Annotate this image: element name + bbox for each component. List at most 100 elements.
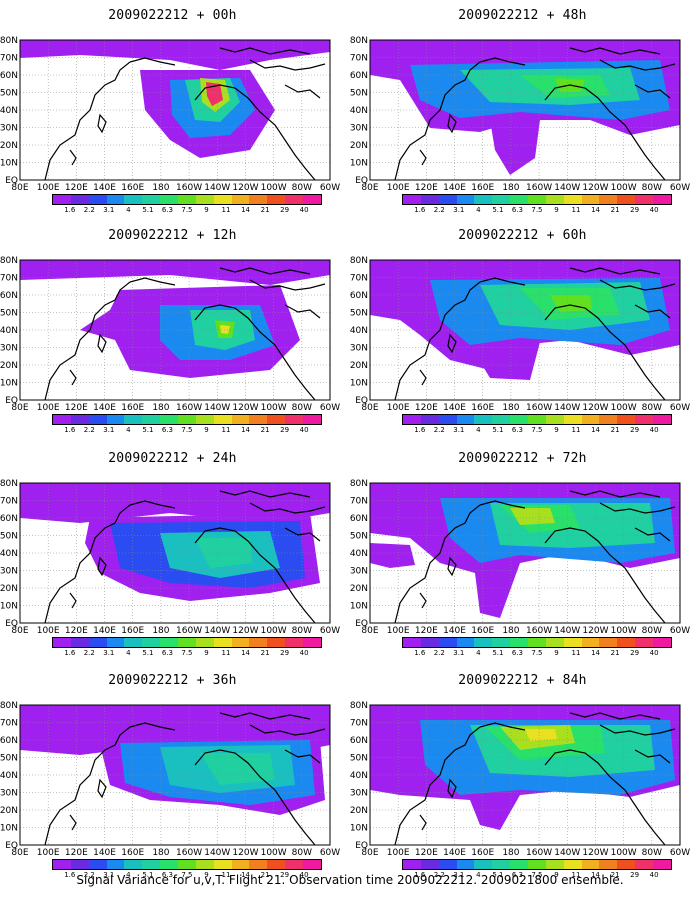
colorbar-swatch	[617, 195, 636, 204]
lon-tick-label: 80W	[292, 183, 312, 192]
coastline	[97, 556, 107, 577]
variance-contour-fill	[370, 543, 415, 568]
colorbar-swatch	[438, 860, 457, 869]
lon-tick-label: 120W	[582, 403, 608, 412]
lon-tick-label: 180	[152, 626, 169, 635]
lon-tick-label: 60W	[320, 403, 340, 412]
colorbar-label: 5.1	[492, 206, 504, 214]
colorbar-label: 5.1	[142, 871, 154, 879]
coastline	[284, 749, 321, 764]
colorbar-label: 7.5	[531, 871, 543, 879]
variance-contour-fill	[490, 120, 540, 175]
variance-contour-fill	[20, 260, 330, 285]
map-panel: 2009022212 + 36h 80N 70N 60N 50N 40N 30N 20N 10N…	[0, 665, 345, 885]
colorbar-swatch	[160, 415, 179, 424]
colorbar-swatch	[53, 415, 71, 424]
colorbar-label: 29	[280, 649, 290, 657]
colorbar-swatch	[124, 195, 143, 204]
colorbar-label: 7.5	[531, 649, 543, 657]
colorbar-label: 5.1	[492, 426, 504, 434]
lat-tick-label: 80N	[350, 701, 368, 711]
colorbar-swatch	[213, 415, 232, 424]
colorbar-label: 14	[241, 206, 250, 214]
map-panel: 2009022212 + 84h 80N 70N 60N 50N 40N 30N 20N 10N…	[350, 665, 695, 885]
colorbar-swatch	[160, 638, 179, 647]
lon-tick-label: 140E	[93, 848, 116, 857]
colorbar-swatch	[653, 415, 671, 424]
colorbar-label: 6.3	[511, 871, 523, 879]
colorbar-swatch	[545, 415, 564, 424]
colorbar-label: 2.2	[83, 649, 95, 657]
colorbar-swatch	[195, 415, 214, 424]
colorbar-label: 21	[610, 426, 620, 434]
colorbar-label: 1.6	[414, 871, 426, 879]
colorbar-swatch	[456, 638, 475, 647]
lon-tick-label: 100W	[261, 626, 287, 635]
lon-tick-label: 100E	[37, 183, 60, 192]
colorbar-label: 3.1	[103, 206, 115, 214]
lat-tick-label: 60N	[350, 736, 368, 746]
lon-tick-label: 60W	[320, 626, 340, 635]
lat-tick-label: EQ	[5, 396, 18, 406]
coastline	[569, 490, 661, 498]
coastline	[219, 267, 311, 275]
colorbar-label: 3.1	[103, 649, 115, 657]
colorbar-label: 14	[591, 426, 600, 434]
colorbar-swatch	[456, 860, 475, 869]
lon-tick-label: 160E	[121, 403, 144, 412]
variance-contour-fill	[470, 342, 540, 380]
colorbar-swatch	[545, 195, 564, 204]
panel-title: 2009022212 + 00h	[108, 8, 237, 23]
colorbar-swatch	[510, 415, 529, 424]
lat-tick-label: 70N	[0, 54, 18, 64]
colorbar-swatch	[474, 195, 493, 204]
lon-tick-label: 120W	[232, 183, 258, 192]
colorbar-label: 1.6	[414, 426, 426, 434]
lat-tick-label: 30N	[350, 789, 368, 799]
lon-tick-label: 140E	[443, 626, 466, 635]
lon-tick-label: 100W	[611, 626, 637, 635]
colorbar-label: 2.2	[83, 871, 95, 879]
lon-tick-label: 60W	[670, 626, 690, 635]
variance-contour-fill	[510, 508, 555, 525]
colorbar-label: 4	[476, 649, 481, 657]
colorbar-label: 4	[126, 206, 131, 214]
lat-tick-label: 10N	[350, 824, 368, 834]
colorbar-label: 4	[476, 206, 481, 214]
colorbar-swatch	[528, 415, 546, 424]
colorbar-swatch	[285, 415, 304, 424]
colorbar-swatch	[142, 638, 161, 647]
colorbar-label: 7.5	[181, 206, 193, 214]
lat-tick-label: 40N	[0, 549, 18, 559]
lat-tick-label: 70N	[350, 274, 368, 284]
lat-tick-label: 60N	[350, 291, 368, 301]
lon-tick-label: 80E	[361, 183, 378, 192]
lon-tick-label: 140W	[204, 403, 230, 412]
lat-tick-label: 80N	[0, 36, 18, 46]
colorbar-swatch	[563, 195, 582, 204]
lat-tick-label: 60N	[0, 291, 18, 301]
lat-tick-label: 30N	[350, 567, 368, 577]
colorbar-label: 7.5	[531, 426, 543, 434]
colorbar-label: 6.3	[161, 426, 173, 434]
coastline	[447, 113, 457, 134]
colorbar-label: 11	[221, 426, 231, 434]
colorbar-swatch	[563, 638, 582, 647]
colorbar-swatch	[438, 195, 457, 204]
colorbar-swatch	[420, 860, 439, 869]
colorbar-label: 29	[280, 426, 290, 434]
variance-contour-fill	[200, 753, 275, 785]
colorbar-label: 21	[260, 206, 270, 214]
colorbar-swatch	[492, 415, 511, 424]
colorbar-swatch	[510, 638, 529, 647]
colorbar-swatch	[106, 415, 125, 424]
colorbar-swatch	[653, 195, 671, 204]
colorbar-swatch	[285, 638, 304, 647]
lat-tick-label: 40N	[0, 771, 18, 781]
colorbar-swatch	[303, 195, 321, 204]
colorbar-swatch	[420, 638, 439, 647]
lat-tick-label: 40N	[350, 549, 368, 559]
